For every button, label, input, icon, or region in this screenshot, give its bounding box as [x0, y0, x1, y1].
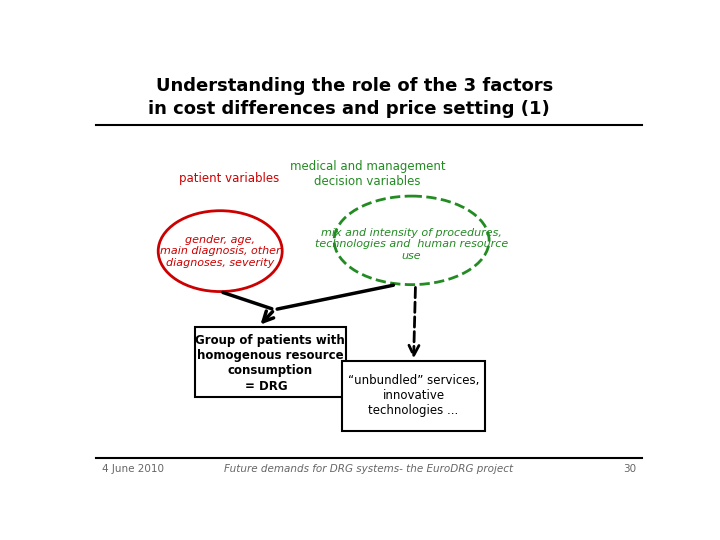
Text: “unbundled” services,
innovative
technologies ...: “unbundled” services, innovative technol…: [348, 374, 480, 417]
Text: Understanding the role of the 3 factors: Understanding the role of the 3 factors: [156, 77, 553, 96]
Bar: [342, 361, 485, 430]
Text: gender, age,
main diagnosis, other
diagnoses, severity: gender, age, main diagnosis, other diagn…: [160, 234, 281, 268]
Text: Future demands for DRG systems- the EuroDRG project: Future demands for DRG systems- the Euro…: [225, 464, 513, 474]
Text: medical and management
decision variables: medical and management decision variable…: [289, 160, 445, 188]
Text: patient variables: patient variables: [179, 172, 279, 185]
Text: = DRG: = DRG: [245, 380, 287, 393]
Text: Group of patients with
homogenous resource
consumption: Group of patients with homogenous resour…: [195, 334, 345, 377]
Text: mix and intensity of procedures,
technologies and  human resource
use: mix and intensity of procedures, technol…: [315, 228, 508, 261]
Text: 4 June 2010: 4 June 2010: [102, 464, 163, 474]
Bar: [194, 327, 346, 397]
Text: in cost differences and price setting (1): in cost differences and price setting (1…: [148, 100, 550, 118]
Text: 30: 30: [624, 464, 636, 474]
